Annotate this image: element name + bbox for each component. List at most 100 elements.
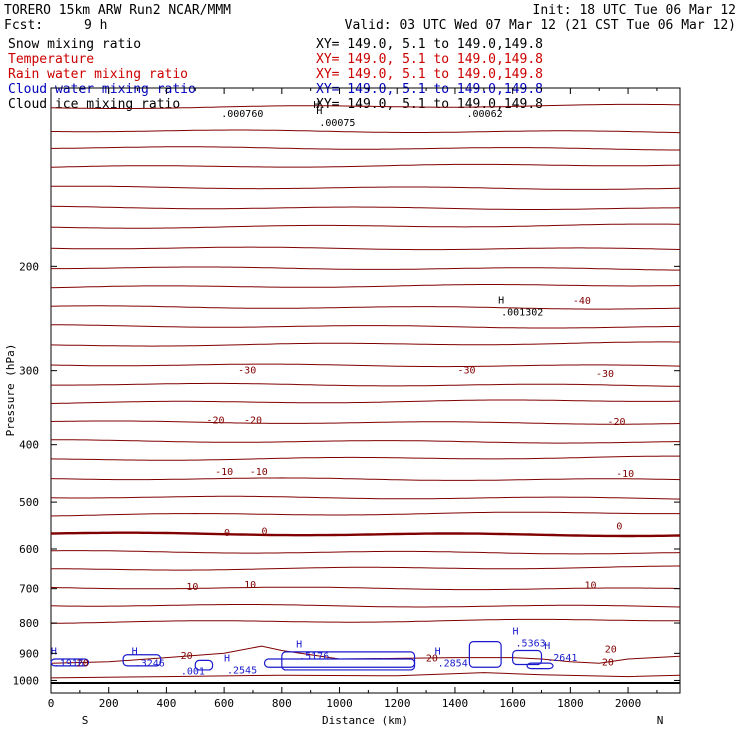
x-tick-label: 1200 xyxy=(384,697,411,710)
cloud-water-contour xyxy=(122,654,162,667)
cloud-water-contour xyxy=(526,662,554,670)
snow-max-marker: H xyxy=(316,106,322,117)
legend-xy: XY= 149.0, 5.1 to 149.0,149.8 xyxy=(316,97,543,112)
cloud-water-max-value: .5363 xyxy=(516,639,546,650)
x-tick-label: 800 xyxy=(272,697,292,710)
legend-xy: XY= 149.0, 5.1 to 149.0,149.8 xyxy=(316,52,543,67)
legend: Snow mixing ratio XY= 149.0, 5.1 to 149.0… xyxy=(8,37,543,112)
isotherm-line xyxy=(50,305,681,310)
y-tick-label: 800 xyxy=(19,617,39,630)
isotherm-line xyxy=(51,439,680,444)
axis-ticks: 0 200 400 600 800 1000 1200 1400 1600 1800 2000200… xyxy=(13,88,680,710)
isotherm-label: 10 xyxy=(186,582,198,593)
isotherm-line xyxy=(50,341,680,347)
isotherm-label: -20 xyxy=(244,415,262,426)
isotherm-line xyxy=(50,672,681,679)
cloud-water-max-value: .5176 xyxy=(299,652,329,663)
isotherm-line xyxy=(50,284,681,289)
isotherm-label: 20 xyxy=(426,653,438,664)
cloud-water-max-marker: H xyxy=(224,653,230,664)
legend-entry: Temperature xyxy=(8,52,94,67)
cloud-water-max-marker: H xyxy=(296,640,302,651)
cloud-water-max-value: .2641 xyxy=(547,653,577,664)
isotherm-line xyxy=(51,324,681,329)
cloud-water-contour xyxy=(50,658,90,667)
isotherm-line xyxy=(50,399,681,404)
isotherm-line xyxy=(50,420,681,425)
contour-labels: -40 -30 -30 -30 -20 -20 -20 -10 -10 -10 0 0 0 10 10 10 2… xyxy=(51,100,634,678)
y-tick-label: 1000 xyxy=(13,674,40,687)
isotherm-label: 0 xyxy=(616,522,622,533)
x-tick-label: 600 xyxy=(214,697,234,710)
isotherm-label: -30 xyxy=(596,369,614,380)
legend-entry: Cloud ice mixing ratio xyxy=(8,97,180,112)
cloud-ice-max-marker: H xyxy=(313,100,319,111)
cloud-water-contour xyxy=(281,651,416,671)
x-tick-label: 1000 xyxy=(326,697,353,710)
isotherm-label: -10 xyxy=(215,467,233,478)
x-tick-label: 2000 xyxy=(615,697,642,710)
isotherm-line xyxy=(51,129,681,134)
isotherm-label: -10 xyxy=(616,469,634,480)
cloud-water-max-value: .3246 xyxy=(135,659,165,670)
isotherm-label: 20 xyxy=(602,658,614,669)
temperature-isotherms xyxy=(50,103,681,685)
y-tick-label: 300 xyxy=(19,365,39,378)
isotherm-line xyxy=(50,586,681,591)
y-tick-label: 600 xyxy=(19,543,39,556)
snow-max-value: .001302 xyxy=(501,307,543,318)
cloud-water-contours xyxy=(50,641,554,671)
isotherm-label: 10 xyxy=(244,580,256,591)
isotherm-label: -40 xyxy=(573,296,591,307)
snow-max-value: .000760 xyxy=(221,109,263,120)
cloud-water-max-value: .1916 xyxy=(54,659,84,670)
isotherm-line xyxy=(51,550,681,555)
isotherm-label: -30 xyxy=(457,366,475,377)
isotherm-label: -30 xyxy=(238,366,256,377)
cloud-water-max-marker: H xyxy=(513,627,519,638)
x-axis-label: Distance (km) xyxy=(322,714,408,727)
header-init: Init: 18 UTC Tue 06 Mar 12 xyxy=(533,3,737,18)
isotherm-line xyxy=(50,246,681,251)
snow-max-marker: H xyxy=(498,295,504,306)
isotherm-line xyxy=(50,511,680,517)
plot-frame xyxy=(50,87,681,694)
legend-entry: Snow mixing ratio xyxy=(8,37,141,52)
cloud-water-max-marker: H xyxy=(51,647,57,658)
header-fcst-value: 9 h xyxy=(84,18,107,33)
isotherm-label: 0 xyxy=(261,526,267,537)
isotherm-line xyxy=(50,363,681,368)
isotherm-label: 10 xyxy=(585,581,597,592)
isotherm-line xyxy=(51,565,680,571)
isotherm-line xyxy=(50,618,680,624)
legend-xy: XY= 149.0, 5.1 to 149.0,149.8 xyxy=(316,67,543,82)
isotherm-line xyxy=(51,223,681,229)
isotherm-label: 20 xyxy=(605,644,617,655)
isotherm-label: 20 xyxy=(77,659,89,670)
isotherm-label: -10 xyxy=(250,467,268,478)
snow-max-value: .00062 xyxy=(466,109,502,120)
y-tick-label: 200 xyxy=(19,260,39,273)
header-fcst-label: Fcst: xyxy=(4,18,43,33)
y-axis-label: Pressure (hPa) xyxy=(4,344,17,437)
isotherm-label: -20 xyxy=(206,415,224,426)
isotherm-line xyxy=(50,477,681,481)
y-tick-label: 900 xyxy=(19,647,39,660)
legend-xy: XY= 149.0, 5.1 to 149.0,149.8 xyxy=(316,82,543,97)
x-tick-label: 1600 xyxy=(499,697,526,710)
y-tick-label: 700 xyxy=(19,583,39,596)
x-tick-label: 0 xyxy=(48,697,55,710)
isotherm-line xyxy=(51,185,681,190)
x-tick-label: 200 xyxy=(99,697,119,710)
isotherm-label: 20 xyxy=(181,651,193,662)
x-tick-label: 400 xyxy=(156,697,176,710)
isotherm-label: 0 xyxy=(224,528,230,539)
isotherm-line xyxy=(50,455,680,461)
south-label: S xyxy=(82,714,89,727)
cloud-water-contour xyxy=(194,659,214,671)
cloud-water-contour xyxy=(263,658,416,668)
north-label: N xyxy=(657,714,664,727)
isotherm-label: -20 xyxy=(607,417,625,428)
x-tick-label: 1400 xyxy=(442,697,469,710)
